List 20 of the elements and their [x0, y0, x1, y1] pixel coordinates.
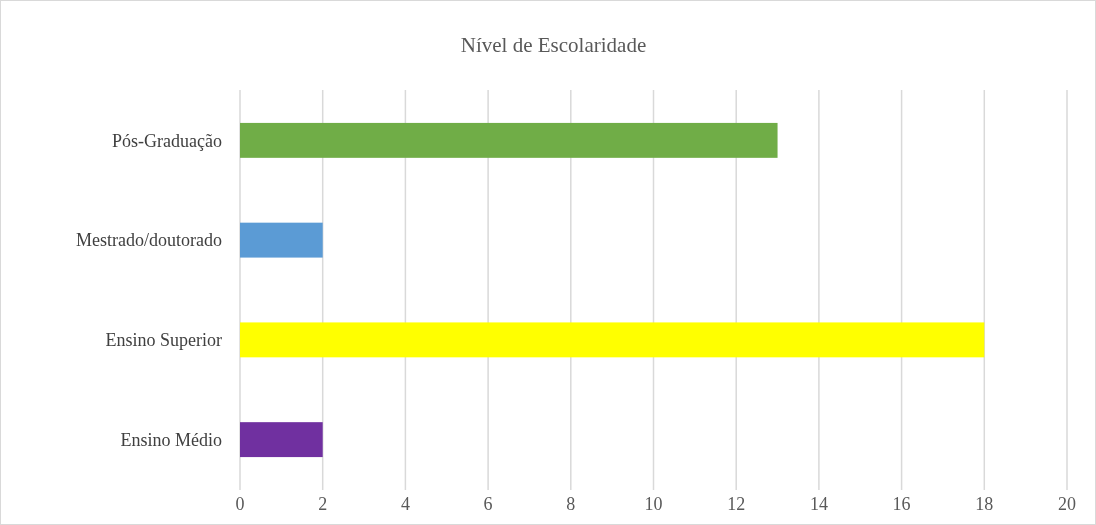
x-tick-label: 10	[644, 494, 663, 514]
x-tick-label: 12	[727, 494, 746, 514]
bar	[240, 222, 323, 258]
y-tick-label: Ensino Médio	[120, 429, 222, 450]
y-tick-label: Pós-Graduação	[112, 130, 222, 151]
x-tick-label: 2	[318, 494, 328, 514]
bar	[240, 422, 323, 458]
x-tick-label: 8	[566, 494, 576, 514]
x-tick-label: 16	[892, 494, 911, 514]
x-tick-label: 6	[483, 494, 493, 514]
y-tick-label: Mestrado/doutorado	[76, 230, 222, 251]
x-tick-label: 20	[1058, 494, 1076, 514]
bar	[240, 122, 778, 158]
x-tick-label: 4	[400, 494, 410, 514]
bar	[240, 322, 985, 358]
x-tick-label: 0	[235, 494, 245, 514]
x-tick-label: 18	[975, 494, 994, 514]
x-tick-label: 14	[809, 494, 828, 514]
y-tick-label: Ensino Superior	[105, 330, 222, 351]
chart-title: Nível de Escolaridade	[460, 33, 647, 57]
